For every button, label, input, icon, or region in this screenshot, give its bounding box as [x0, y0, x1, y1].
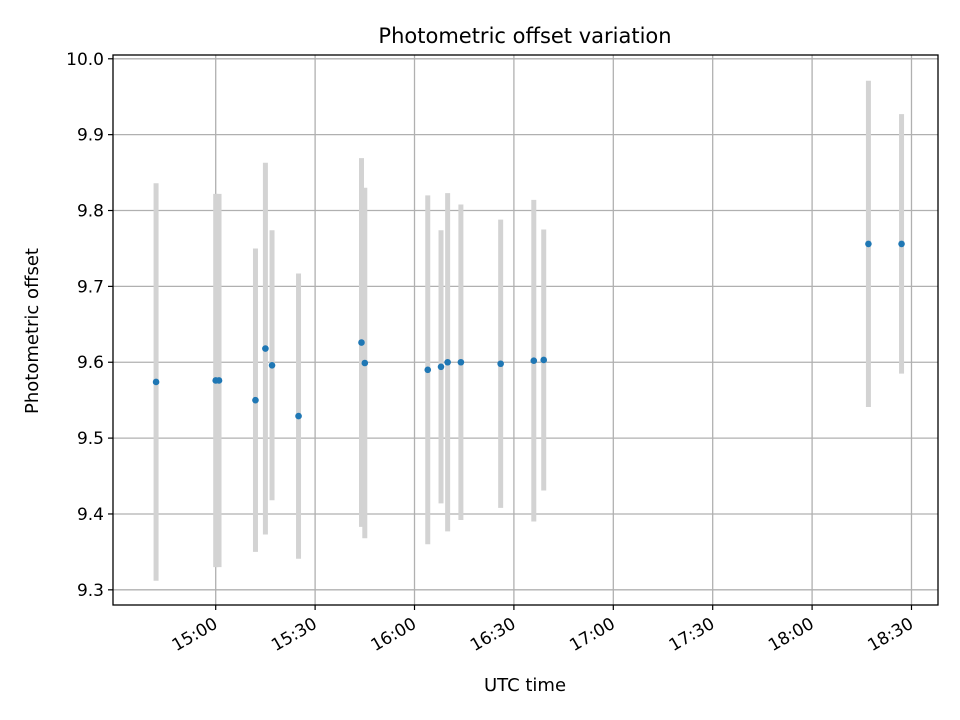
data-point [865, 240, 872, 248]
y-tick-label: 10.0 [66, 50, 104, 70]
chart-title: Photometric offset variation [378, 24, 671, 48]
axes-frame [112, 54, 939, 606]
data-point [424, 366, 432, 374]
data-point [268, 361, 276, 369]
data-point [437, 363, 445, 371]
data-point [530, 357, 538, 365]
data-point [262, 345, 269, 352]
y-tick-label: 9.7 [77, 277, 104, 297]
y-tick-label: 9.6 [77, 353, 104, 373]
data-point [152, 378, 160, 386]
y-tick-label: 9.8 [77, 202, 104, 222]
grid [113, 55, 938, 605]
data-points [152, 240, 905, 420]
data-point [457, 358, 465, 366]
data-point [497, 360, 504, 368]
data-point [295, 412, 302, 420]
data-point [215, 377, 223, 384]
data-point [540, 356, 548, 364]
y-axis-label: Photometric offset [22, 248, 43, 414]
y-tick-label: 9.5 [77, 429, 104, 449]
data-point [252, 396, 259, 404]
x-axis-label: UTC time [484, 675, 566, 696]
data-point [444, 358, 451, 366]
data-point [361, 359, 369, 367]
y-tick-label: 9.9 [77, 126, 104, 146]
y-tick-label: 9.3 [77, 581, 104, 601]
data-point [898, 240, 905, 248]
data-point [358, 339, 365, 346]
y-axis-ticks: 9.3 9.4 9.5 9.6 9.7 9.8 9.9 10.0 [66, 50, 113, 601]
y-tick-label: 9.4 [77, 505, 104, 525]
